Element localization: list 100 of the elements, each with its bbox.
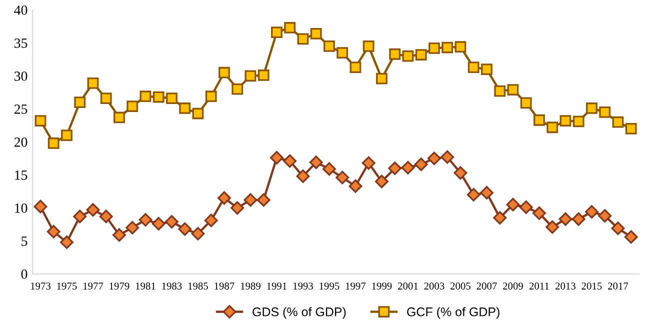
point — [283, 154, 297, 168]
y-tick-label: 0 — [21, 269, 28, 279]
point — [532, 206, 546, 220]
point — [376, 72, 388, 84]
point — [612, 116, 624, 128]
y-tick-label: 20 — [14, 137, 28, 147]
x-tick-label: 1989 — [240, 282, 260, 290]
point — [297, 33, 309, 45]
point — [191, 226, 205, 240]
point — [296, 169, 310, 183]
point — [584, 205, 598, 219]
point — [558, 212, 572, 226]
point — [454, 41, 466, 53]
point — [427, 152, 441, 166]
point — [244, 193, 258, 207]
point — [481, 64, 492, 75]
x-tick-label: 1973 — [30, 282, 50, 290]
point — [389, 48, 401, 60]
point — [534, 114, 545, 126]
point — [87, 77, 99, 89]
x-tick-label: 1979 — [110, 282, 130, 290]
point — [138, 213, 152, 227]
point — [271, 26, 282, 38]
point — [256, 193, 270, 207]
point — [324, 40, 335, 52]
point — [428, 42, 440, 54]
point — [519, 200, 533, 214]
x-tick-label: 2005 — [450, 282, 470, 290]
point — [546, 220, 560, 234]
point — [560, 115, 572, 126]
point — [454, 166, 468, 180]
x-tick-label: 1977 — [83, 282, 104, 290]
legend-label: GDS (% of GDP) — [252, 307, 346, 319]
point — [230, 201, 244, 215]
point — [178, 222, 192, 236]
point — [258, 70, 270, 81]
point — [493, 211, 507, 225]
point — [401, 160, 415, 174]
point — [572, 116, 584, 128]
point — [598, 209, 612, 223]
point — [466, 188, 480, 202]
x-tick-label: 1985 — [188, 282, 208, 290]
x-tick-label: 2013 — [556, 282, 576, 290]
point — [322, 162, 336, 176]
point — [164, 215, 178, 228]
point — [48, 138, 60, 149]
point — [152, 217, 166, 230]
y-tick-label: 15 — [15, 170, 28, 180]
point — [506, 198, 520, 212]
point — [34, 200, 48, 214]
x-tick-label: 1975 — [57, 282, 77, 290]
y-tick-label: 10 — [15, 203, 28, 213]
x-tick-label: 2007 — [476, 282, 497, 290]
point — [494, 85, 506, 97]
y-tick-label: 5 — [22, 236, 28, 246]
point — [114, 112, 125, 124]
point — [388, 162, 402, 176]
point — [624, 230, 638, 244]
point — [362, 40, 374, 52]
y-tick-label: 25 — [14, 104, 28, 114]
y-tick-label: 30 — [14, 71, 28, 81]
point — [205, 90, 217, 102]
point — [99, 210, 113, 224]
point — [625, 123, 637, 134]
point — [611, 222, 625, 236]
point — [112, 228, 126, 242]
point — [61, 130, 72, 141]
point — [74, 96, 86, 108]
point — [217, 191, 231, 205]
point — [126, 220, 140, 234]
point — [442, 42, 454, 54]
x-tick-label: 1993 — [293, 282, 313, 290]
point — [414, 158, 428, 172]
x-tick-label: 1995 — [320, 282, 340, 290]
legend-label: GCF (% of GDP) — [407, 307, 500, 319]
point — [507, 84, 519, 96]
x-tick-label: 1999 — [372, 282, 392, 290]
point — [179, 102, 191, 114]
point — [284, 22, 296, 34]
point — [546, 122, 558, 134]
point — [350, 62, 362, 74]
point — [166, 92, 178, 104]
point — [336, 47, 348, 58]
point — [232, 83, 244, 95]
point — [309, 156, 323, 170]
point — [336, 170, 350, 184]
point — [34, 115, 46, 126]
point — [402, 50, 414, 62]
y-tick-label: 35 — [14, 38, 28, 48]
point — [140, 90, 152, 102]
x-tick-label: 2001 — [398, 282, 418, 290]
x-tick-label: 2015 — [582, 282, 602, 290]
point — [152, 91, 164, 103]
point — [480, 186, 494, 200]
point — [192, 108, 204, 120]
x-tick-label: 2009 — [503, 282, 523, 290]
x-tick-label: 1997 — [346, 282, 366, 290]
point — [586, 102, 598, 114]
x-tick-label: 1987 — [214, 282, 234, 290]
point — [270, 151, 284, 164]
